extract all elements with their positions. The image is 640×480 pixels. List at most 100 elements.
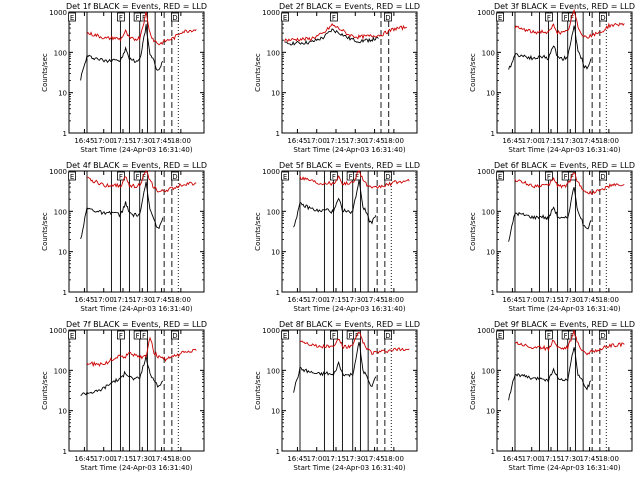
y-tick-label: 1000 — [477, 327, 495, 335]
plot-title: Det 4f BLACK = Events, RED = LLD — [66, 161, 207, 170]
x-tick-label: 17:00 — [94, 137, 114, 145]
event-marker: F — [119, 173, 123, 181]
x-tick-label: 17:00 — [94, 455, 114, 463]
y-tick-label: 10 — [58, 408, 67, 416]
y-axis-label: Counts/sec — [254, 212, 262, 251]
event-marker: F — [570, 14, 574, 22]
x-tick-label: 18:00 — [171, 296, 191, 304]
plot-title: Det 2f BLACK = Events, RED = LLD — [279, 2, 420, 11]
y-tick-label: 10 — [486, 90, 495, 98]
y-tick-label: 1000 — [477, 168, 495, 176]
x-axis-label: Start Time (24-Apr-03 16:31:40) — [293, 146, 405, 154]
x-tick-label: 17:30 — [345, 296, 365, 304]
x-axis-label: Start Time (24-Apr-03 16:31:40) — [80, 464, 192, 472]
x-tick-label: 18:00 — [384, 455, 404, 463]
y-tick-label: 1000 — [262, 168, 280, 176]
y-tick-label: 100 — [482, 367, 495, 375]
x-tick-label: 17:15 — [113, 455, 133, 463]
event-marker: F — [547, 14, 551, 22]
event-marker: F — [547, 332, 551, 340]
events-series-line — [508, 347, 592, 401]
detector-panel-3: Det 3f BLACK = Events, RED = LLD 1 10 100 10… — [469, 2, 635, 154]
event-marker: F — [564, 173, 568, 181]
y-tick-label: 10 — [271, 90, 280, 98]
y-tick-label: 1 — [491, 289, 495, 297]
lld-series-line — [86, 170, 197, 193]
x-tick-label: 17:00 — [522, 296, 542, 304]
event-marker: E — [498, 14, 502, 22]
events-series-line — [508, 25, 592, 70]
detector-panel-4: Det 4f BLACK = Events, RED = LLD 1 10 100 10… — [41, 161, 207, 313]
event-marker: F — [332, 332, 336, 340]
x-tick-label: 18:00 — [384, 296, 404, 304]
event-marker: D — [172, 332, 177, 340]
x-tick-label: 17:45 — [579, 296, 599, 304]
y-axis-label: Counts/sec — [469, 212, 477, 251]
x-tick-label: 17:30 — [132, 296, 152, 304]
x-tick-label: 17:30 — [560, 296, 580, 304]
x-tick-label: 17:30 — [345, 137, 365, 145]
event-marker: D — [385, 173, 390, 181]
event-marker: D — [600, 14, 605, 22]
x-tick-label: 17:30 — [345, 455, 365, 463]
event-marker: F — [136, 173, 140, 181]
detector-panel-7: Det 7f BLACK = Events, RED = LLD 1 10 100 10… — [41, 320, 207, 472]
y-tick-label: 1 — [276, 448, 280, 456]
x-tick-label: 17:00 — [307, 455, 327, 463]
x-tick-label: 17:45 — [579, 137, 599, 145]
x-axis-label: Start Time (24-Apr-03 16:31:40) — [80, 146, 192, 154]
x-tick-label: 17:45 — [364, 137, 384, 145]
x-axis-label: Start Time (24-Apr-03 16:31:40) — [293, 305, 405, 313]
lld-series-line — [514, 8, 625, 39]
event-marker: F — [547, 173, 551, 181]
y-tick-label: 1 — [63, 448, 67, 456]
y-tick-label: 1 — [276, 130, 280, 138]
plot-frame — [68, 170, 205, 293]
event-marker: F — [349, 173, 353, 181]
detector-panel-8: Det 8f BLACK = Events, RED = LLD 1 10 100 10… — [254, 320, 420, 472]
plot-title: Det 9f BLACK = Events, RED = LLD — [494, 320, 635, 329]
x-tick-label: 17:45 — [364, 296, 384, 304]
x-tick-label: 17:15 — [113, 296, 133, 304]
y-tick-label: 1 — [63, 289, 67, 297]
detector-panel-9: Det 9f BLACK = Events, RED = LLD 1 10 100 10… — [469, 320, 635, 472]
x-axis-label: Start Time (24-Apr-03 16:31:40) — [508, 146, 620, 154]
lld-series-line — [299, 332, 410, 355]
y-axis-label: Counts/sec — [41, 212, 49, 251]
plot-title: Det 7f BLACK = Events, RED = LLD — [66, 320, 207, 329]
plot-frame — [68, 11, 205, 134]
event-marker: F — [142, 173, 146, 181]
plot-frame — [496, 11, 633, 134]
event-marker: E — [498, 173, 502, 181]
plot-title: Det 3f BLACK = Events, RED = LLD — [494, 2, 635, 11]
plot-frame — [68, 329, 205, 452]
x-tick-label: 16:45 — [287, 296, 307, 304]
x-tick-label: 17:15 — [541, 296, 561, 304]
x-tick-label: 17:00 — [307, 137, 327, 145]
y-tick-label: 10 — [58, 249, 67, 257]
x-tick-label: 17:30 — [132, 455, 152, 463]
y-tick-label: 1000 — [49, 168, 67, 176]
events-series-line — [293, 341, 377, 393]
y-tick-label: 100 — [54, 208, 67, 216]
x-tick-label: 17:30 — [560, 455, 580, 463]
x-tick-label: 16:45 — [287, 455, 307, 463]
y-tick-label: 1000 — [49, 9, 67, 17]
y-tick-label: 1000 — [262, 327, 280, 335]
event-marker: E — [70, 14, 74, 22]
x-tick-label: 17:00 — [94, 296, 114, 304]
x-tick-label: 17:45 — [151, 137, 171, 145]
x-tick-label: 17:15 — [541, 137, 561, 145]
event-marker: F — [570, 173, 574, 181]
plot-title: Det 1f BLACK = Events, RED = LLD — [66, 2, 207, 11]
y-tick-label: 10 — [271, 408, 280, 416]
x-tick-label: 17:15 — [326, 137, 346, 145]
y-tick-label: 10 — [486, 408, 495, 416]
y-tick-label: 10 — [486, 249, 495, 257]
x-tick-label: 17:00 — [307, 296, 327, 304]
x-tick-label: 18:00 — [171, 455, 191, 463]
y-axis-label: Counts/sec — [469, 371, 477, 410]
x-tick-label: 17:00 — [522, 137, 542, 145]
x-tick-label: 16:45 — [74, 455, 94, 463]
y-tick-label: 100 — [267, 49, 280, 57]
